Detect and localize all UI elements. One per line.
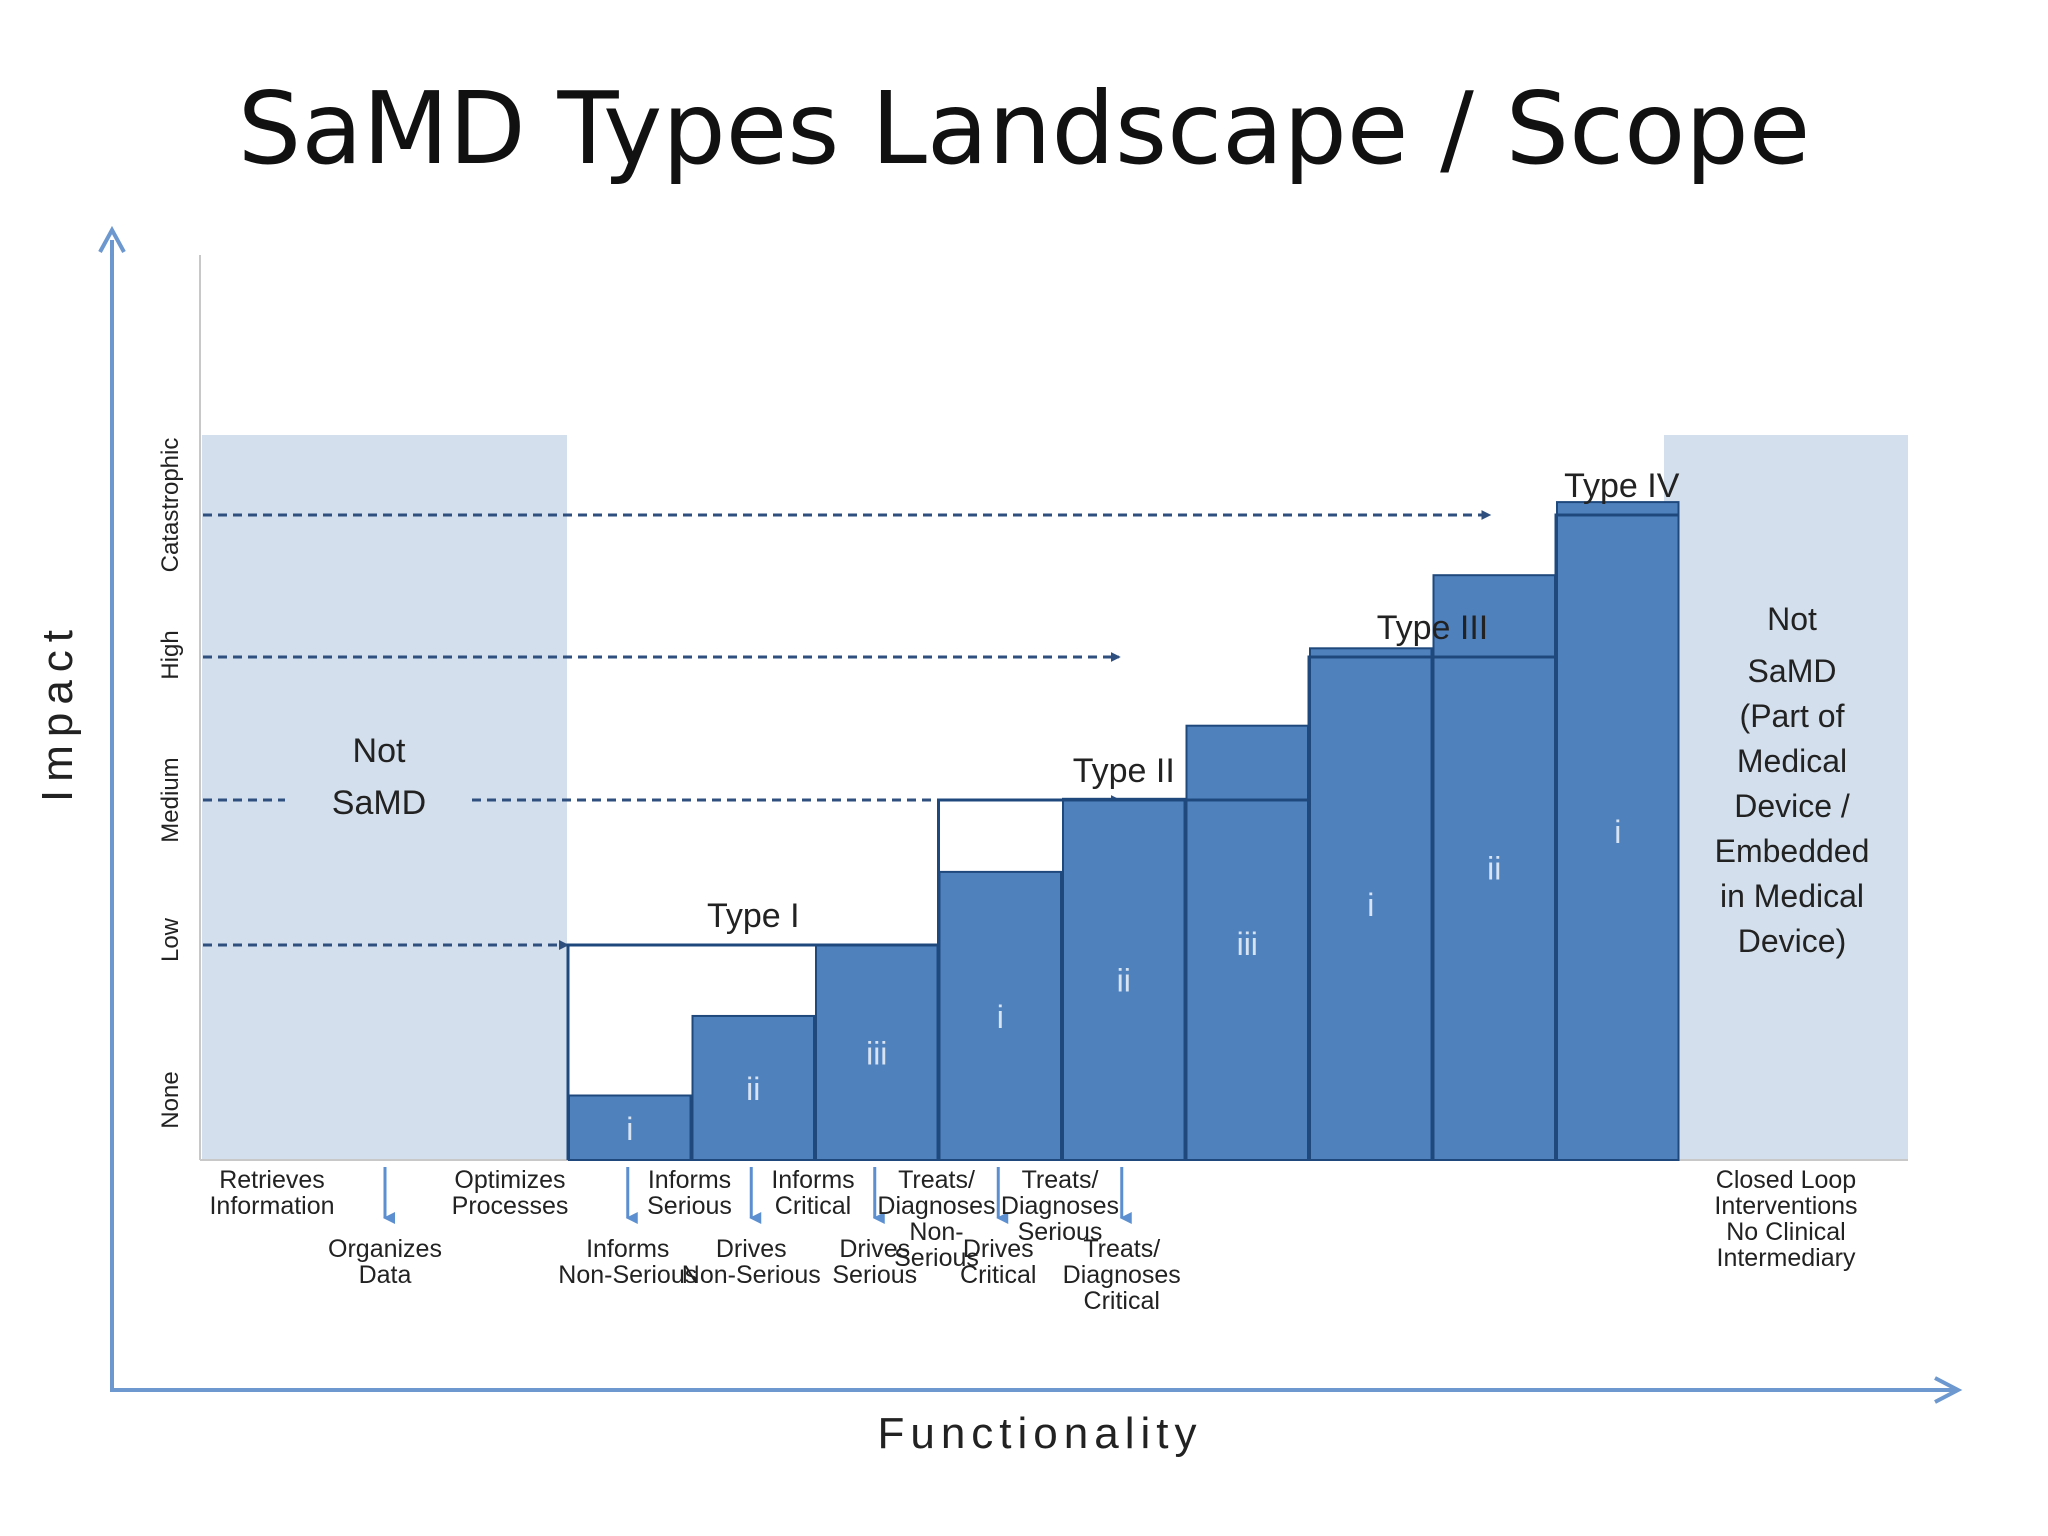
- function-label-11: Treats/Diagnoses Serious: [1001, 1166, 1119, 1246]
- bar-label-6: iii: [1237, 926, 1258, 962]
- functionality-axis-arrowhead: [1934, 1376, 1963, 1404]
- function-label-4: Informs Non-Serious: [558, 1235, 697, 1289]
- impact-axis-arrowhead: [98, 225, 126, 253]
- not-samd-right-label: Not SaMD (Part of Medical Device / Embedded in…: [1715, 601, 1870, 959]
- bar-label-4: i: [997, 999, 1004, 1035]
- bar-2: [691, 1014, 815, 1162]
- type-label-1: Type I: [707, 897, 800, 935]
- type-bracket-2: [937, 798, 1309, 1160]
- function-label-10: Drives Critical: [960, 1235, 1036, 1289]
- bar-5: [1062, 797, 1186, 1161]
- bar-7: [1309, 647, 1433, 1161]
- function-label-12: Treats/Diagnoses Critical: [1063, 1235, 1181, 1315]
- impact-axis-label: Impact: [33, 622, 82, 802]
- not-samd-left-label: Not SaMD: [332, 732, 426, 822]
- function-label-8: Drives Serious: [832, 1235, 917, 1289]
- type-label-2: Type II: [1073, 752, 1175, 790]
- bar-label-8: ii: [1487, 851, 1501, 887]
- function-label-3: Optimizes Processes: [452, 1166, 569, 1220]
- type-bracket-1: [566, 943, 939, 1160]
- impact-level-none: None: [157, 1071, 184, 1128]
- not-samd-right-region: [1664, 435, 1908, 1159]
- impact-level-catastrophic: Catastrophic: [157, 438, 184, 573]
- type-label-3: Type III: [1377, 609, 1489, 647]
- page-title: SaMD Types Landscape / Scope: [237, 70, 1811, 187]
- function-label-2: Organizes Data: [328, 1235, 442, 1289]
- bar-label-2: ii: [746, 1071, 760, 1107]
- bar-label-9: i: [1614, 814, 1621, 850]
- function-label-1: Retrieves Information: [209, 1166, 334, 1220]
- type-bracket-4: [1554, 513, 1680, 1160]
- functionality-axis-label: Functionality: [877, 1409, 1202, 1458]
- function-label-13: Closed Loop Interventions No Clinical Inter…: [1714, 1166, 1857, 1272]
- type-bracket-3: [1307, 655, 1556, 1160]
- function-label-5: Informs Serious: [647, 1166, 732, 1220]
- bar-4: [938, 870, 1062, 1162]
- impact-level-high: High: [157, 630, 184, 679]
- type-label-4: Type IV: [1564, 467, 1680, 505]
- not-samd-left-region: [202, 435, 567, 1159]
- bar-label-7: i: [1367, 887, 1374, 923]
- bar-label-3: iii: [866, 1036, 887, 1072]
- bar-8: [1432, 574, 1556, 1161]
- function-label-7: Informs Critical: [771, 1166, 854, 1220]
- bar-label-1: i: [626, 1111, 633, 1147]
- function-label-9: Treats/Diagnoses Non-Serious: [877, 1166, 995, 1272]
- impact-level-medium: Medium: [157, 757, 184, 842]
- bar-label-5: ii: [1117, 962, 1131, 998]
- function-label-6: Drives Non-Serious: [682, 1235, 821, 1289]
- impact-level-low: Low: [157, 917, 184, 962]
- bar-6: [1185, 724, 1309, 1161]
